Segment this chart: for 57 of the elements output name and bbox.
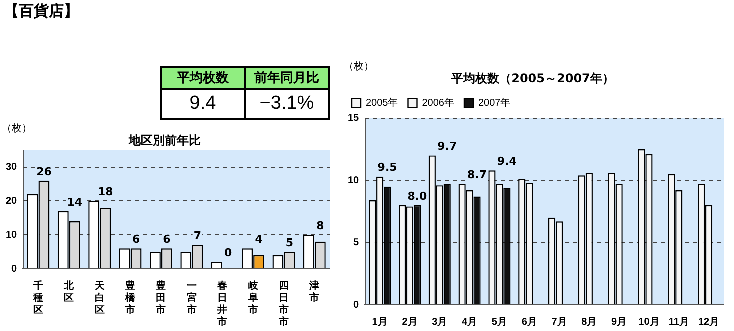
x-tick-label: 5月 bbox=[492, 316, 508, 328]
text: −3.1% bbox=[260, 93, 314, 114]
x-tick-label: 四日市市 bbox=[278, 280, 289, 328]
x-tick-label: 8月 bbox=[582, 316, 598, 328]
x-tick-label: 天白区 bbox=[94, 280, 106, 316]
data-label: 6 bbox=[132, 233, 140, 246]
x-tick-label: 10月 bbox=[638, 316, 660, 328]
y-tick-label: 10 bbox=[348, 175, 360, 186]
y-tick-label: 20 bbox=[6, 196, 18, 207]
data-label: 6 bbox=[163, 233, 172, 246]
y-tick-label: 0 bbox=[12, 264, 18, 275]
text: 9.4 bbox=[190, 93, 216, 114]
x-tick-label: 津市 bbox=[308, 280, 320, 304]
chart-title: 平均枚数（2005～2007年） bbox=[450, 71, 614, 86]
legend-label: 2007年 bbox=[478, 97, 511, 110]
x-tick-label: 豊橋市 bbox=[124, 280, 137, 316]
data-label: 5 bbox=[286, 236, 294, 250]
y-tick-label: 0 bbox=[354, 300, 360, 311]
category-label: 平均枚数 bbox=[161, 67, 245, 89]
data-label: 14 bbox=[67, 196, 83, 209]
data-label: 8.7 bbox=[468, 168, 488, 182]
y-tick-label: 30 bbox=[6, 162, 18, 174]
x-tick-label: 7月 bbox=[552, 316, 568, 328]
data-label: 4 bbox=[255, 233, 264, 246]
x-tick-label: 4月 bbox=[462, 316, 478, 328]
data-label: 8.0 bbox=[408, 190, 428, 203]
x-tick-label: 11月 bbox=[668, 316, 690, 328]
x-tick-label: 9月 bbox=[612, 316, 628, 328]
chart-title: 地区別前年比 bbox=[128, 133, 201, 148]
data-label: 18 bbox=[98, 186, 114, 199]
x-tick-label: 12月 bbox=[698, 316, 720, 328]
data-label: 0 bbox=[224, 246, 233, 260]
data-label: 26 bbox=[36, 165, 52, 178]
category-label: 前年同月比 bbox=[245, 67, 329, 89]
x-tick-label: 3月 bbox=[432, 316, 448, 328]
x-tick-label: 千種区 bbox=[32, 280, 44, 316]
legend-label: 2005年 bbox=[366, 97, 398, 110]
data-label: 7 bbox=[194, 230, 202, 243]
data-label: 9.7 bbox=[438, 140, 458, 154]
y-tick-label: 5 bbox=[354, 238, 360, 249]
data-label: 8 bbox=[316, 219, 324, 232]
x-tick-label: 1月 bbox=[372, 316, 388, 328]
text: 【百貨店】 bbox=[4, 2, 79, 21]
x-tick-label: 一宮市 bbox=[186, 280, 197, 316]
data-label: 9.5 bbox=[378, 161, 398, 174]
x-tick-label: 春日井市 bbox=[216, 280, 228, 328]
data-label: 9.4 bbox=[497, 155, 518, 168]
y-tick-label: 15 bbox=[348, 113, 360, 124]
y-axis-title: （枚） bbox=[2, 122, 32, 135]
legend-label: 2006年 bbox=[422, 97, 454, 110]
x-tick-label: 2月 bbox=[402, 316, 418, 328]
y-tick-label: 10 bbox=[6, 230, 18, 241]
x-tick-label: 北区 bbox=[63, 280, 76, 304]
x-tick-label: 岐阜市 bbox=[247, 280, 260, 316]
x-tick-label: 6月 bbox=[522, 316, 538, 328]
y-axis-title: （枚） bbox=[344, 60, 374, 73]
x-tick-label: 豊田市 bbox=[155, 280, 166, 316]
